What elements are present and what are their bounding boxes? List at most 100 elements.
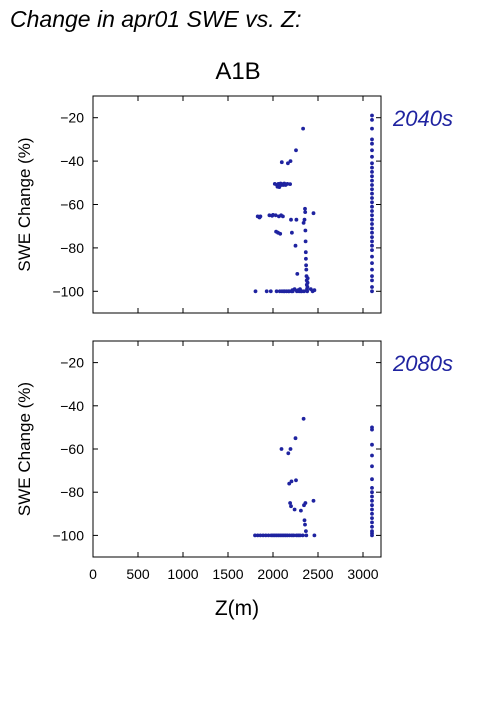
data-point — [312, 288, 317, 293]
data-point — [303, 239, 308, 244]
plot-frame — [92, 340, 382, 558]
data-point — [370, 261, 374, 265]
data-point — [370, 226, 374, 231]
data-point — [261, 533, 265, 538]
data-point — [370, 254, 374, 259]
data-point — [255, 533, 260, 538]
y-tick-label: −40 — [60, 398, 84, 414]
data-point — [370, 511, 374, 516]
figure-subtitle: A1B — [215, 58, 260, 85]
y-tick-label: −40 — [60, 153, 84, 169]
data-point — [370, 148, 374, 153]
y-tick-label: −100 — [52, 527, 84, 543]
plot-frame — [92, 95, 382, 314]
data-point — [305, 280, 310, 285]
data-point — [370, 213, 374, 218]
data-point — [370, 170, 374, 174]
figure-title: Change in apr01 SWE vs. Z: — [10, 6, 301, 32]
data-point — [288, 182, 292, 187]
y-tick-label: −20 — [60, 355, 84, 371]
panel-label: 2080s — [392, 351, 453, 376]
panel-label: 2040s — [392, 106, 453, 131]
data-point — [305, 289, 310, 294]
data-point — [370, 113, 374, 118]
data-point — [370, 442, 374, 447]
data-point — [370, 222, 374, 226]
data-point — [370, 278, 374, 283]
data-point — [253, 289, 258, 294]
data-point — [289, 479, 294, 484]
data-point — [303, 206, 307, 211]
data-point — [301, 416, 306, 421]
data-point — [279, 447, 284, 451]
x-tick-label: 1500 — [212, 566, 243, 582]
data-point — [288, 159, 293, 164]
data-point — [370, 503, 374, 508]
data-point — [285, 182, 290, 186]
data-point — [370, 524, 374, 529]
data-point — [298, 533, 302, 538]
data-point — [370, 494, 374, 499]
data-point — [370, 243, 374, 248]
x-axis-label: Z(m) — [215, 597, 259, 620]
data-point — [312, 533, 317, 538]
data-point — [311, 211, 316, 216]
data-point — [305, 285, 310, 289]
data-point — [370, 520, 374, 525]
data-point — [305, 276, 310, 281]
data-point — [370, 187, 374, 192]
data-point — [253, 533, 257, 538]
data-point — [294, 148, 298, 153]
data-point — [288, 501, 292, 505]
data-point — [370, 174, 374, 179]
data-point — [370, 118, 374, 122]
data-point — [370, 274, 374, 278]
data-point — [303, 522, 307, 527]
data-point — [293, 436, 298, 441]
data-point — [301, 221, 306, 225]
x-tick-label: 500 — [126, 566, 150, 582]
data-point — [370, 161, 374, 166]
data-point — [303, 501, 308, 505]
data-point — [302, 217, 307, 222]
data-point — [304, 533, 309, 538]
x-tick-label: 0 — [89, 566, 97, 582]
data-point — [274, 289, 279, 294]
data-point — [370, 165, 374, 170]
data-point — [370, 209, 374, 213]
data-point — [302, 518, 307, 523]
data-point — [289, 504, 293, 509]
data-point — [370, 498, 374, 503]
y-tick-label: −20 — [60, 110, 84, 126]
panel-2040s: −20 −40 −60 −80 −100 SWE Change (%) 2040s — [15, 95, 453, 314]
data-point — [370, 490, 374, 495]
data-point — [370, 230, 374, 235]
data-point — [292, 507, 297, 512]
data-point — [290, 230, 294, 235]
y-tick-label: −80 — [60, 484, 84, 500]
data-point — [311, 498, 316, 503]
data-point — [286, 161, 290, 166]
data-point — [370, 248, 374, 253]
data-point — [268, 289, 273, 294]
data-point — [258, 533, 263, 538]
data-point — [302, 289, 306, 294]
data-point — [264, 289, 269, 294]
data-point — [289, 217, 293, 222]
data-point — [370, 427, 374, 432]
data-point — [294, 217, 299, 222]
data-point — [370, 477, 374, 482]
data-point — [370, 507, 374, 512]
data-point — [370, 285, 374, 289]
data-point — [370, 289, 374, 294]
panel-2080s: −20 −40 −60 −80 −100 0 500 1000 1500 2000 2500 3000… — [15, 340, 453, 620]
data-point — [273, 213, 278, 218]
x-tick-label: 3000 — [347, 566, 378, 582]
data-point — [370, 200, 374, 205]
data-point — [370, 183, 374, 187]
y-axis-label: SWE Change (%) — [15, 382, 34, 516]
data-point — [300, 533, 305, 538]
data-point — [281, 214, 285, 219]
data-point — [301, 126, 305, 131]
